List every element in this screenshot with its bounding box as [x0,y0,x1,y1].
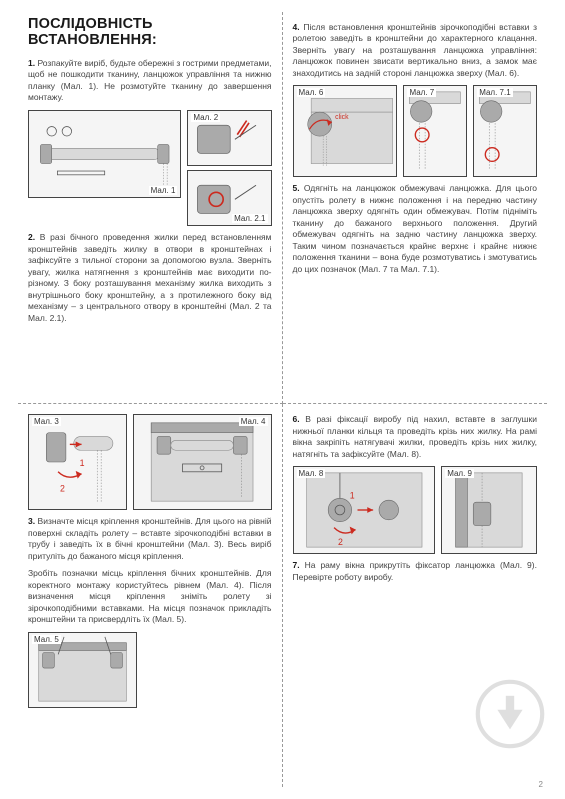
figure-8-label: Мал. 8 [297,469,326,478]
figure-7: Мал. 7 [403,85,467,177]
figure-2-1-label: Мал. 2.1 [232,214,267,223]
page-title: ПОСЛІДОВНІСТЬ ВСТАНОВЛЕННЯ: [28,16,272,48]
figure-5-label: Мал. 5 [32,635,61,644]
quadrant-1: ПОСЛІДОВНІСТЬ ВСТАНОВЛЕННЯ: 1. Розпакуйт… [18,12,283,404]
figure-9-label: Мал. 9 [445,469,474,478]
fig-row-1: Мал. 1 Мал. 2 [28,110,272,227]
figure-3: Мал. 3 1 2 [28,414,127,510]
figure-1-label: Мал. 1 [149,186,178,195]
page-number: 2 [539,780,543,789]
quadrant-4: 6. В разі фіксації виробу під нахил, вст… [283,404,548,787]
figure-4-label: Мал. 4 [239,417,268,426]
figure-5: Мал. 5 [28,632,137,708]
step-5-text: 5. Одягніть на ланцюжок обмежувачі ланцю… [293,183,538,275]
fig-row-4: Мал. 6 click Мал. 7 [293,85,538,177]
click-text: click [335,114,349,121]
figure-9: Мал. 9 [441,466,537,554]
figure-7-1-label: Мал. 7.1 [477,88,512,97]
figure-4: Мал. 4 [133,414,271,510]
step-7-text: 7. На раму вікна прикрутіть фіксатор лан… [293,560,538,583]
step-1-text: 1. Розпакуйте виріб, будьте обережні з г… [28,58,272,104]
quadrant-2: 4. Після встановлення кронштейнів зірочк… [283,12,548,404]
figure-2-label: Мал. 2 [191,113,220,122]
step-3a-text: 3. Визначте місця кріплення кронштейнів.… [28,516,272,562]
figure-1: Мал. 1 [28,110,181,198]
fig-row-3: Мал. 5 [28,632,272,708]
svg-text:2: 2 [337,538,342,548]
figure-7-label: Мал. 7 [407,88,436,97]
step-2-text: 2. В разі бічного проведення жилки перед… [28,232,272,324]
fig-row-5: Мал. 8 1 2 Мал. 9 [293,466,538,554]
step-6-text: 6. В разі фіксації виробу під нахил, вст… [293,414,538,460]
fig-row-2: Мал. 3 1 2 Мал. 4 [28,414,272,510]
svg-text:1: 1 [349,491,354,501]
step-3b-text: Зробіть позначки місць кріплення бічних … [28,568,272,625]
quadrant-3: Мал. 3 1 2 Мал. 4 [18,404,283,787]
step-4-text: 4. Після встановлення кронштейнів зірочк… [293,22,538,79]
figure-3-label: Мал. 3 [32,417,61,426]
svg-text:1: 1 [80,458,85,468]
figure-2: Мал. 2 [187,110,271,166]
figure-2-1: Мал. 2.1 [187,170,271,226]
figure-6-label: Мал. 6 [297,88,326,97]
figure-6: Мал. 6 click [293,85,398,177]
figure-7-1: Мал. 7.1 [473,85,537,177]
instruction-page: ПОСЛІДОВНІСТЬ ВСТАНОВЛЕННЯ: 1. Розпакуйт… [0,0,565,799]
figure-8: Мал. 8 1 2 [293,466,436,554]
svg-text:2: 2 [60,484,65,494]
